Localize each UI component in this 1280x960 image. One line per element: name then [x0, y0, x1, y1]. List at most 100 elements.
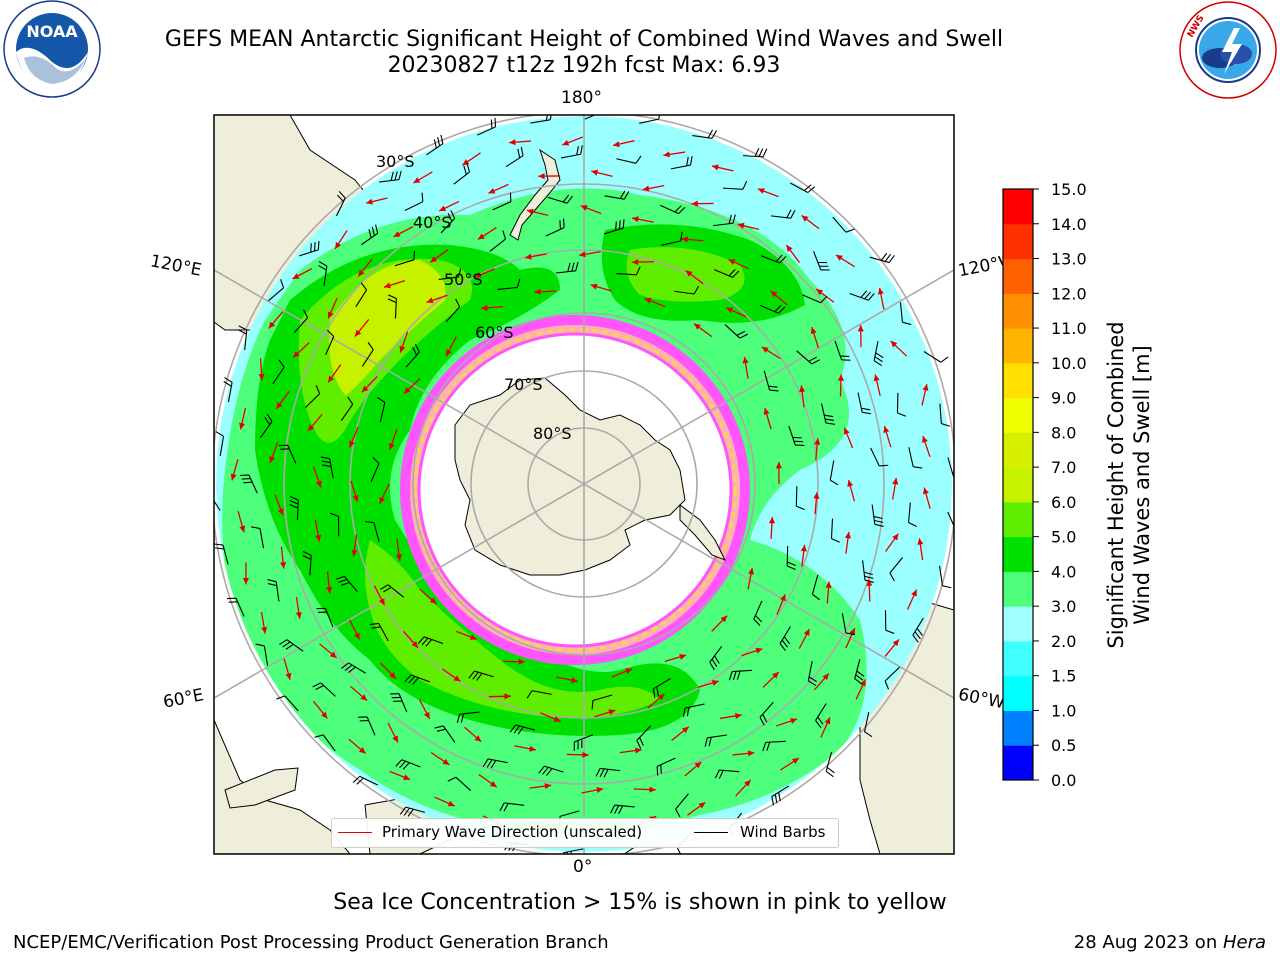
wind-barb [445, 298, 461, 323]
colorbar-tick-label: 14.0 [1051, 215, 1087, 234]
wind-barb [857, 392, 872, 415]
wave-direction-arrow [855, 679, 867, 700]
wind-barb [361, 342, 374, 367]
wave-direction-arrow [529, 783, 552, 790]
wave-direction-arrow [776, 594, 786, 615]
wind-barb [636, 725, 651, 749]
wave-direction-arrow [687, 801, 706, 816]
wave-direction-arrow [402, 630, 419, 649]
wave-direction-arrow [693, 323, 713, 338]
wave-direction-arrow [594, 709, 616, 718]
wind-barb [896, 392, 906, 417]
wave-direction-arrow [524, 253, 547, 260]
colorbar-tick-label: 11.0 [1051, 319, 1087, 338]
wind-barb [259, 413, 273, 439]
wind-barb [821, 403, 835, 425]
wind-barb [873, 340, 884, 366]
wave-direction-arrow [884, 638, 900, 657]
wave-direction-legend-line [338, 832, 372, 833]
wind-barb [938, 565, 952, 589]
wind-barb [841, 613, 855, 636]
lat-label-30s: 30°S [376, 152, 415, 171]
wave-direction-arrow [387, 722, 399, 743]
colorbar-block [1003, 258, 1033, 294]
wind-barb [753, 600, 763, 626]
madagascar-land [224, 767, 299, 809]
wind-barb [477, 117, 497, 136]
wind-barb [223, 377, 233, 403]
wave-direction-arrow [866, 579, 873, 602]
wave-direction-arrow [380, 662, 397, 680]
colorbar-block [1003, 606, 1033, 642]
wind-barb [675, 793, 689, 818]
colorbar-block [1003, 362, 1033, 399]
wave-direction-arrow [526, 208, 549, 217]
wind-barb [714, 769, 740, 779]
wind-barb [278, 444, 297, 464]
wind-barb [453, 163, 471, 185]
colorbar-tick-label: 13.0 [1051, 250, 1087, 269]
wave-direction-arrow [292, 342, 310, 359]
wind-barb [299, 240, 320, 257]
wave-direction-arrow [775, 461, 782, 485]
wave-direction-arrow [845, 627, 856, 649]
wind-barb [302, 551, 312, 576]
wave-direction-arrow [747, 567, 755, 590]
wave-direction-arrow [280, 546, 287, 569]
wind-barb [889, 557, 903, 582]
wind-barb [786, 546, 796, 570]
wind-barb [802, 294, 828, 304]
wave-direction-arrow [566, 751, 589, 758]
wind-barb [214, 543, 229, 565]
wave-direction-arrow [399, 331, 409, 353]
wind-barb [434, 725, 456, 743]
lat-label-40s: 40°S [413, 213, 452, 232]
wave-direction-arrow [664, 654, 687, 663]
wind-barb [854, 659, 865, 685]
map-legend: Primary Wave Direction (unscaled) Wind B… [331, 818, 839, 848]
new-zealand-land [509, 148, 561, 241]
wave-direction-arrow [434, 796, 455, 807]
wave-direction-arrow [728, 258, 749, 270]
wind-barb [863, 712, 873, 738]
footer-date: 28 Aug 2023 on Hera [1074, 932, 1266, 953]
wave-direction-arrow [365, 197, 388, 205]
wind-barb [352, 775, 378, 786]
wave-direction-arrow [441, 668, 461, 682]
wave-direction-arrow [814, 438, 821, 461]
wave-direction-arrow [741, 647, 763, 657]
wave-direction-arrow [562, 136, 583, 146]
lat-label-80s: 80°S [533, 424, 572, 443]
wave-direction-arrow [813, 492, 820, 515]
wind-barb [293, 309, 309, 333]
wind-barb [492, 192, 512, 211]
chart-subtitle: 20230827 t12z 192h fcst Max: 6.93 [387, 53, 781, 78]
colorbar-tick-label: 7.0 [1051, 458, 1076, 477]
wind-barb [316, 607, 334, 628]
wind-barb [714, 268, 740, 278]
wind-barb [660, 204, 686, 215]
noaa-logo-text: NOAA [26, 22, 78, 41]
wind-barb [238, 325, 248, 350]
wind-barb [215, 431, 225, 456]
wind-barb [364, 521, 380, 543]
wave-direction-arrow [619, 747, 642, 754]
wave-direction-arrow [644, 297, 666, 308]
wave-direction-arrow [307, 413, 323, 432]
wind-barb [709, 645, 723, 671]
wind-barb [426, 134, 444, 156]
wave-direction-arrow [258, 358, 265, 381]
wave-direction-arrow [697, 679, 720, 688]
wind-barb [573, 734, 594, 751]
wind-barb [399, 806, 426, 817]
wave-direction-arrow [464, 726, 482, 743]
wind-barb [832, 216, 855, 233]
wave-direction-arrow [429, 249, 449, 263]
wind-barb [404, 674, 430, 685]
wind-barb [505, 146, 524, 167]
colorbar-label-line2: Wind Waves and Swell [m] [1130, 345, 1154, 625]
wind-barb [652, 678, 671, 698]
wave-direction-arrow [395, 538, 402, 561]
wave-direction-arrow [612, 140, 635, 148]
